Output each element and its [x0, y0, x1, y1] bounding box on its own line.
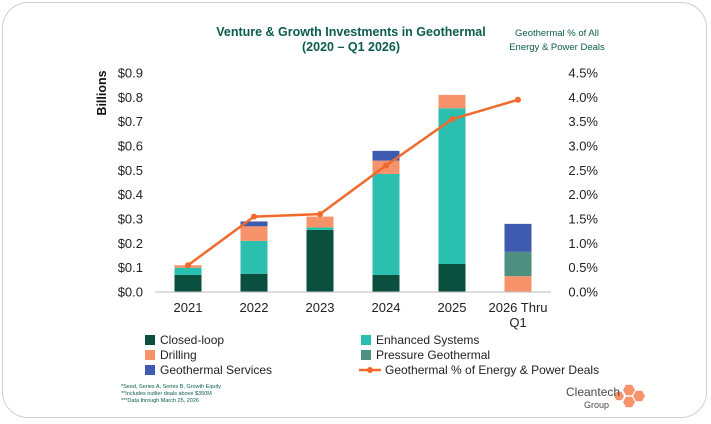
legend-label: Enhanced Systems [376, 333, 479, 347]
y2-tick-label: 1.5% [568, 212, 598, 227]
line-point [515, 96, 521, 103]
logo-name: Cleantech [566, 385, 620, 399]
y-tick-label: $0.3 [118, 212, 143, 227]
x-tick-label: 2022 [240, 300, 269, 315]
y2-tick-label: 2.0% [568, 187, 598, 202]
legend-item: Enhanced Systems [361, 333, 479, 347]
chart-card: Venture & Growth Investments in Geotherm… [2, 2, 707, 418]
legend-marker [367, 367, 373, 373]
secondary-axis-title-line2: Energy & Power Deals [509, 42, 605, 53]
legend-swatch [145, 335, 155, 345]
y-tick-label: $0.4 [118, 187, 143, 202]
y-tick-label: $0.7 [118, 114, 143, 129]
bar-segment [504, 276, 532, 292]
footnotes: *Seed, Series A, Series B, Growth Equity… [121, 384, 221, 404]
bar-segment [504, 223, 532, 252]
bar-segment [306, 216, 334, 228]
y-tick-label: $0.8 [118, 90, 143, 105]
y2-tick-label: 2.5% [568, 163, 598, 178]
bars [174, 94, 532, 292]
legend-item: Drilling [145, 348, 197, 362]
logo-hexagon [623, 396, 635, 408]
y-tick-label: $0.1 [118, 260, 143, 275]
footnote-2: **Includes outlier deals above $350M [121, 391, 212, 397]
legend-label: Drilling [160, 348, 197, 362]
footnote-1: *Seed, Series A, Series B, Growth Equity [121, 384, 221, 390]
x-tick-label: 2021 [174, 300, 203, 315]
cleantech-logo: Cleantech Group [566, 384, 645, 410]
line-path [187, 98, 519, 267]
y2-tick-label: 3.5% [568, 114, 598, 129]
line-point [449, 116, 455, 123]
legend-swatch [145, 350, 155, 360]
legend-item: Closed-loop [145, 333, 224, 347]
legend-swatch [145, 365, 155, 375]
bar-segment [240, 226, 268, 241]
line-point [251, 213, 257, 220]
logo-hexagon [623, 384, 635, 396]
bar-segment [240, 240, 268, 274]
bar-segment [372, 173, 400, 275]
bar-segment [174, 267, 202, 275]
chart: Venture & Growth Investments in Geotherm… [95, 25, 645, 410]
x-tick-label: 2026 Thru [488, 300, 547, 315]
x-tick-label: 2023 [306, 300, 335, 315]
x-tick-label: Q1 [509, 315, 526, 330]
bar-segment [372, 150, 400, 161]
legend-label: Geothermal Services [160, 363, 272, 377]
y-tick-label: $0.5 [118, 163, 143, 178]
x-tick-label: 2024 [372, 300, 401, 315]
bar-segment [504, 251, 532, 277]
legend-swatch [361, 335, 371, 345]
y2-tick-label: 4.0% [568, 90, 598, 105]
secondary-axis-ticks: 0.0% 0.5% 1.0% 1.5% 2.0% 2.5% 3.0% 3.5% 4.0% 4.5% [568, 66, 598, 300]
line-point [317, 211, 323, 218]
footnote-3: ***Data through March 25, 2026 [121, 398, 199, 404]
legend-label: Geothermal % of Energy & Power Deals [385, 363, 599, 377]
y2-tick-label: 0.5% [568, 260, 598, 275]
logo-sub: Group [584, 400, 609, 410]
logo-hexagon [614, 391, 624, 401]
y-tick-label: $0.9 [118, 66, 143, 81]
y2-tick-label: 4.5% [568, 66, 598, 81]
bar-segment [306, 227, 334, 230]
legend-item: Pressure Geothermal [361, 348, 490, 362]
x-tick-label: 2025 [438, 300, 467, 315]
legend-item: Geothermal % of Energy & Power Deals [359, 363, 599, 377]
y-tick-label: $0.0 [118, 285, 143, 300]
legend-label: Pressure Geothermal [376, 348, 490, 362]
legend: Closed-loop Enhanced Systems Drilling Press… [145, 333, 599, 377]
chart-subtitle: (2020 – Q1 2026) [302, 40, 400, 54]
y-tick-label: $0.6 [118, 139, 143, 154]
bar-segment [240, 221, 268, 227]
bar-segment [372, 274, 400, 292]
chart-title: Venture & Growth Investments in Geotherm… [216, 25, 486, 39]
y2-tick-label: 1.0% [568, 236, 598, 251]
legend-item: Geothermal Services [145, 363, 272, 377]
bar-segment [174, 274, 202, 292]
bar-segment [240, 273, 268, 292]
bar-segment [438, 108, 466, 265]
legend-swatch [361, 350, 371, 360]
line-point [383, 162, 389, 169]
hexagon-logo-icon [614, 384, 645, 408]
y2-tick-label: 3.0% [568, 139, 598, 154]
line-series [185, 96, 521, 269]
legend-label: Closed-loop [160, 333, 224, 347]
y-axis-ticks: $0.0 $0.1 $0.2 $0.3 $0.4 $0.5 $0.6 $0.7 $0.8 $0.9 [118, 66, 143, 300]
y-axis-title: Billions [95, 70, 109, 115]
line-point [185, 262, 191, 269]
y-tick-label: $0.2 [118, 236, 143, 251]
bar-segment [306, 229, 334, 292]
bar-segment [438, 264, 466, 292]
secondary-axis-title-line1: Geothermal % of All [515, 28, 599, 39]
logo-hexagon [633, 390, 645, 402]
bar-segment [438, 94, 466, 109]
y2-tick-label: 0.0% [568, 285, 598, 300]
